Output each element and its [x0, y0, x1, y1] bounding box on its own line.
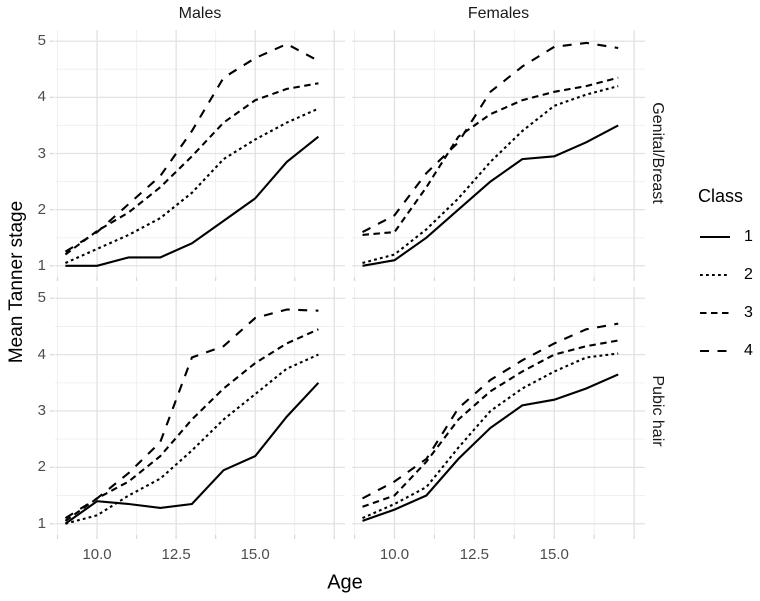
legend-item: 1: [698, 227, 753, 247]
y-tick-label: 2: [37, 458, 46, 476]
line-class-3: [362, 339, 619, 508]
line-class-4: [64, 42, 319, 253]
x-tick-label: 15.0: [539, 546, 569, 563]
legend-item: 2: [698, 265, 753, 285]
x-tick-label: 12.5: [459, 546, 489, 563]
x-axis-title: Age: [327, 571, 363, 594]
line-class-2: [362, 352, 619, 520]
line-class-4: [362, 41, 619, 234]
panel-males-genital-breast: [50, 30, 345, 281]
y-tick-label: 1: [37, 514, 46, 532]
y-tick-label: 4: [37, 345, 46, 363]
legend-item-label: 3: [744, 304, 753, 321]
legend-item-label: 1: [744, 228, 753, 245]
legend-item-label: 2: [744, 266, 753, 283]
x-tick-label: 10.0: [379, 546, 410, 563]
facet-strip-females: Females: [467, 5, 530, 22]
line-class-4: [362, 322, 619, 500]
line-class-1: [362, 124, 619, 267]
legend-key-solid-line-icon: [700, 235, 730, 239]
line-class-3: [362, 76, 619, 236]
line-class-1: [362, 373, 619, 522]
legend-key-dashed-line-icon: [700, 311, 730, 315]
panel-males-pubic-hair: [50, 287, 345, 539]
line-class-2: [362, 85, 619, 265]
facet-strip-males: Males: [178, 5, 222, 22]
panel-females-pubic-hair: [352, 287, 645, 539]
legend-key-dotted-line-icon: [700, 273, 730, 277]
legend: Class 1 2 3 4: [698, 186, 753, 379]
legend-item: 4: [698, 341, 753, 361]
y-tick-label: 4: [37, 88, 46, 106]
y-tick-label: 2: [37, 200, 46, 218]
y-tick-label: 3: [37, 144, 46, 162]
facet-strip-genital-breast: Genital/Breast: [649, 102, 666, 204]
line-class-3: [64, 82, 319, 256]
line-class-2: [64, 107, 319, 264]
y-tick-label: 5: [37, 289, 46, 307]
legend-item-label: 4: [744, 342, 753, 359]
line-class-4: [64, 308, 319, 519]
panel-females-genital-breast: [352, 30, 645, 281]
y-tick-label: 5: [37, 32, 46, 50]
line-class-2: [65, 353, 319, 525]
y-tick-label: 1: [37, 256, 46, 274]
facet-strip-pubic-hair: Pubic hair: [649, 375, 666, 447]
x-tick-label: 15.0: [240, 546, 270, 563]
x-tick-label: 10.0: [82, 546, 112, 563]
x-tick-label: 12.5: [161, 546, 191, 563]
legend-title: Class: [698, 186, 744, 206]
y-axis-title: Mean Tanner stage: [6, 200, 27, 364]
y-tick-label: 3: [37, 402, 46, 419]
legend-item: 3: [698, 303, 753, 323]
legend-key-longdash-line-icon: [700, 349, 730, 353]
line-class-1: [65, 135, 320, 267]
line-class-1: [64, 382, 320, 525]
